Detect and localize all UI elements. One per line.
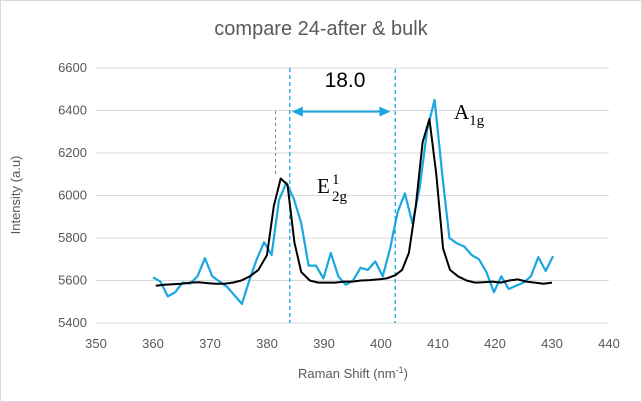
arrow-head-right	[379, 106, 391, 117]
y-axis-label: Intensity (a.u)	[8, 156, 23, 235]
a1g-label: A1g	[454, 100, 485, 129]
e2g-label-sup: 1	[332, 172, 340, 188]
chart-title: compare 24-after & bulk	[214, 18, 428, 40]
x-axis-label-main: Raman Shift (nm	[298, 366, 396, 381]
x-axis-label: Raman Shift (nm-1)	[298, 365, 408, 381]
y-tick-labels: 5400 5600 5800 6000 6200 6400 6600	[58, 60, 87, 330]
x-tick-label: 380	[256, 336, 278, 351]
series-group	[152, 98, 555, 305]
x-axis-label-sup: -1	[396, 365, 404, 375]
y-tick-label: 6200	[58, 145, 87, 160]
x-tick-label: 410	[427, 336, 449, 351]
x-tick-labels: 350 360 370 380 390 400 410 420 430 440	[85, 336, 620, 351]
e2g-label-main: E	[317, 174, 330, 198]
x-tick-label: 390	[313, 336, 335, 351]
distance-arrow	[291, 106, 391, 117]
x-tick-label: 400	[370, 336, 392, 351]
distance-label: 18.0	[325, 69, 366, 92]
x-tick-label: 420	[484, 336, 506, 351]
y-tick-label: 5400	[58, 315, 87, 330]
a1g-sub: 1g	[469, 113, 485, 129]
y-tick-label: 5800	[58, 230, 87, 245]
y-tick-label: 6400	[58, 103, 87, 118]
x-axis-label-end: )	[404, 366, 408, 381]
annotation-lines	[275, 68, 396, 323]
x-tick-label: 430	[541, 336, 563, 351]
x-tick-label: 370	[199, 336, 221, 351]
y-tick-label: 5600	[58, 273, 87, 288]
y-tick-label: 6000	[58, 188, 87, 203]
x-tick-label: 350	[85, 336, 107, 351]
a1g-main: A	[454, 100, 470, 124]
e2g-label-sub: 2g	[332, 189, 348, 205]
series-line-1	[152, 98, 555, 305]
grid-lines	[96, 67, 609, 324]
arrow-head-left	[291, 106, 303, 117]
x-tick-label: 440	[598, 336, 620, 351]
series-line-2	[155, 118, 553, 287]
y-tick-label: 6600	[58, 60, 87, 75]
x-tick-label: 360	[142, 336, 164, 351]
